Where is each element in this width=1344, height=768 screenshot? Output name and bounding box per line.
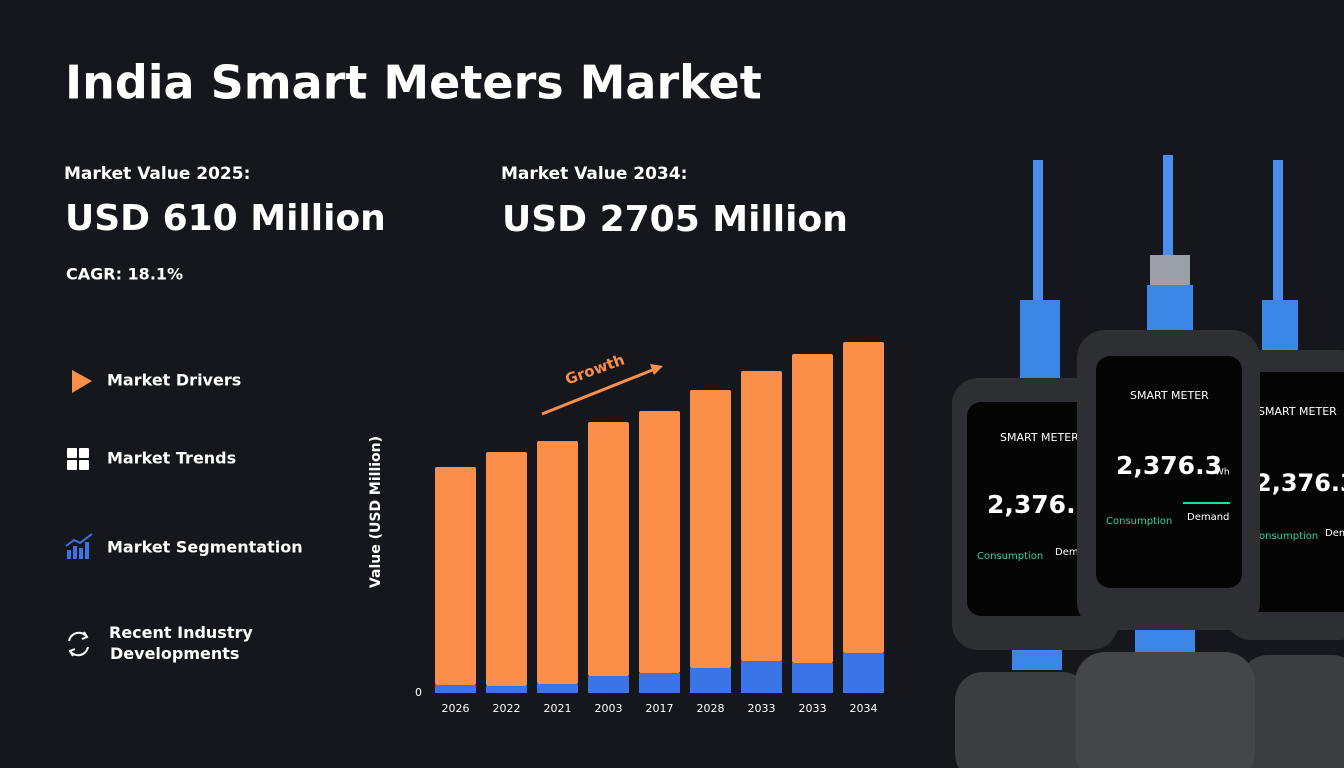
icon xyxy=(72,370,92,393)
bar-segment xyxy=(741,371,782,661)
device-illustration: SMART METER 2,376.3 Consumption Demand S… xyxy=(952,155,1344,768)
bar-segment xyxy=(843,653,884,693)
menu-item[interactable]: Market Trends xyxy=(107,449,236,468)
bar-segment xyxy=(588,676,629,693)
bar-segment xyxy=(435,467,476,685)
x-tick-label: 2028 xyxy=(697,702,725,715)
device-reading: 2,376.3 xyxy=(987,490,1093,519)
cagr: CAGR: 18.1% xyxy=(66,265,183,284)
x-tick-label: 2033 xyxy=(748,702,776,715)
x-tick-label: 2026 xyxy=(442,702,470,715)
x-tick-label: 2033 xyxy=(799,702,827,715)
menu-item[interactable]: Market Segmentation xyxy=(107,538,303,557)
x-tick-label: 2034 xyxy=(850,702,878,715)
bar-segment xyxy=(843,342,884,653)
device-text: Demand xyxy=(1325,528,1344,539)
icon xyxy=(68,631,89,657)
device-label: SMART METER xyxy=(1258,405,1337,418)
x-tick-label: 2021 xyxy=(544,702,572,715)
x-tick-label: 2017 xyxy=(646,702,674,715)
stat-label: Market Value 2025: xyxy=(64,164,250,184)
bar-segment xyxy=(537,441,578,684)
device-reading: 2,376.3 xyxy=(1116,451,1222,480)
device-text: Consumption xyxy=(1252,531,1318,542)
device-text: Consumption xyxy=(977,551,1043,562)
bar-segment xyxy=(741,661,782,693)
bar-segment xyxy=(792,354,833,663)
device-text: Demand xyxy=(1187,512,1229,523)
menu-item[interactable]: Market Drivers xyxy=(107,371,241,390)
bar-segment xyxy=(435,685,476,693)
stat-value: USD 2705 Million xyxy=(502,199,848,240)
device-text: Consumption xyxy=(1106,516,1172,527)
bar-segment xyxy=(639,673,680,693)
y-tick-label: 0 xyxy=(415,686,422,699)
device-reading: 2,376.3 xyxy=(1255,469,1344,497)
device-label: SMART METER xyxy=(1000,431,1079,444)
x-tick-label: 2022 xyxy=(493,702,521,715)
bar-segment xyxy=(792,663,833,693)
y-axis-label: Value (USD Million) xyxy=(368,436,384,588)
bar-segment xyxy=(690,390,731,668)
bar-segment xyxy=(486,686,527,693)
bar-segment xyxy=(588,422,629,676)
bar-segment xyxy=(690,668,731,693)
title: India Smart Meters Market xyxy=(65,56,762,110)
device-text: Demand xyxy=(1055,547,1097,558)
stat-label: Market Value 2034: xyxy=(501,164,687,184)
icon xyxy=(67,448,89,470)
device-label: SMART METER xyxy=(1130,389,1209,402)
bar-segment xyxy=(486,452,527,686)
device-unit: Wh xyxy=(1215,468,1230,478)
stat-value: USD 610 Million xyxy=(65,198,386,239)
bar-segment xyxy=(537,684,578,693)
menu-item[interactable]: Recent Industry Developments xyxy=(109,623,253,663)
bar-segment xyxy=(639,411,680,673)
icon xyxy=(65,533,93,559)
x-tick-label: 2003 xyxy=(595,702,623,715)
